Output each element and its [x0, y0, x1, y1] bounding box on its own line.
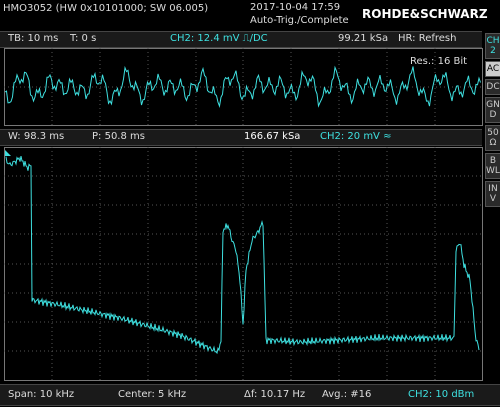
average: Avg.: #16 — [322, 389, 372, 400]
resolution: Res.: 16 Bit — [410, 56, 468, 67]
sample-rate: 99.21 kSa — [338, 33, 389, 44]
fft-channel: CH2: 20 mV ≈ — [320, 131, 392, 142]
channel-marker — [5, 150, 11, 156]
fft-sample-rate: 166.67 kSa — [244, 131, 301, 142]
side-button[interactable]: CH2 — [485, 33, 500, 59]
side-button[interactable]: GND — [485, 97, 500, 123]
side-button[interactable]: DC — [485, 79, 500, 95]
lower-grid — [4, 147, 483, 381]
fft-bar — [0, 129, 482, 146]
bottom-bar — [0, 384, 500, 406]
lower-grid-lines — [4, 147, 482, 381]
status: Auto-Trig./Complete — [250, 15, 349, 26]
side-button[interactable]: BWL — [485, 153, 500, 179]
side-button[interactable]: 50 Ω — [485, 125, 500, 151]
timebase: TB: 10 ms — [8, 33, 59, 44]
center: Center: 5 kHz — [118, 389, 187, 400]
model: HMO3052 (HW 0x10101000; SW 06.005) — [3, 3, 209, 14]
side-button[interactable]: INV — [485, 181, 500, 207]
side-panel: CH2 AC DC GND 50 Ω BWL INV — [484, 32, 500, 209]
time-bar — [0, 31, 482, 48]
brand: ROHDE&SCHWARZ — [362, 7, 488, 21]
fft-unit: CH2: 10 dBm — [408, 389, 475, 400]
channel-scale: CH2: 12.4 mV ⎍/DC — [170, 33, 268, 44]
time-trace — [4, 65, 481, 108]
datetime: 2017-10-04 17:59 — [250, 2, 341, 13]
fft-window: W: 98.3 ms — [8, 131, 65, 142]
acq-mode: HR: Refresh — [398, 33, 457, 44]
fft-trace — [5, 155, 480, 355]
fft-position: P: 50.8 ms — [92, 131, 145, 142]
delta-f: Δf: 10.17 Hz — [244, 389, 306, 400]
span: Span: 10 kHz — [8, 389, 75, 400]
trigger: T: 0 s — [70, 33, 97, 44]
side-button[interactable]: AC — [485, 61, 500, 77]
